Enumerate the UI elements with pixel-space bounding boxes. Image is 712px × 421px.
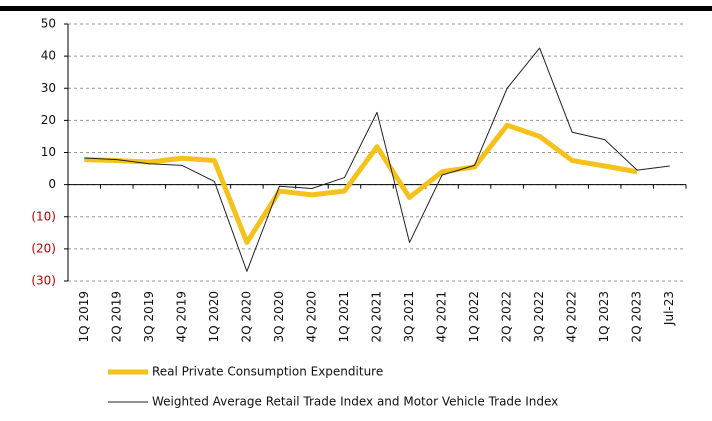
- y-tick-label: (30): [31, 274, 56, 288]
- top-rule: [0, 6, 712, 11]
- y-tick-label: 20: [41, 113, 56, 127]
- series-line: [84, 122, 638, 245]
- x-tick-label: Jul-23: [662, 291, 676, 326]
- x-tick-label: 1Q 2022: [467, 291, 481, 342]
- x-tick-label: 4Q 2020: [304, 291, 318, 342]
- y-tick-label: 10: [41, 145, 56, 159]
- y-tick-label: 40: [41, 49, 56, 63]
- y-tick-label: 0: [48, 177, 56, 191]
- y-tick-label: (10): [31, 209, 56, 223]
- y-tick-label: 30: [41, 81, 56, 95]
- x-tick-label: 3Q 2021: [402, 291, 416, 342]
- x-tick-label: 4Q 2021: [435, 291, 449, 342]
- x-tick-label: 2Q 2021: [370, 291, 384, 342]
- x-tick-label: 4Q 2019: [174, 291, 188, 342]
- legend-label: Real Private Consumption Expenditure: [152, 365, 383, 379]
- series-line: [84, 47, 670, 272]
- x-tick-label: 3Q 2019: [142, 291, 156, 342]
- x-tick-label: 1Q 2019: [77, 291, 91, 342]
- x-tick-label: 2Q 2023: [630, 291, 644, 342]
- x-tick-label: 2Q 2020: [239, 291, 253, 342]
- x-tick-label: 3Q 2020: [272, 291, 286, 342]
- x-tick-label: 4Q 2022: [565, 291, 579, 342]
- x-tick-label: 2Q 2022: [500, 291, 514, 342]
- x-tick-label: 2Q 2019: [109, 291, 123, 342]
- x-tick-label: 1Q 2023: [597, 291, 611, 342]
- x-tick-label: 1Q 2020: [207, 291, 221, 342]
- x-tick-label: 3Q 2022: [532, 291, 546, 342]
- y-tick-label: 50: [41, 17, 56, 31]
- legend-label: Weighted Average Retail Trade Index and …: [152, 395, 558, 409]
- y-tick-label: (20): [31, 241, 56, 255]
- x-tick-label: 1Q 2021: [337, 291, 351, 342]
